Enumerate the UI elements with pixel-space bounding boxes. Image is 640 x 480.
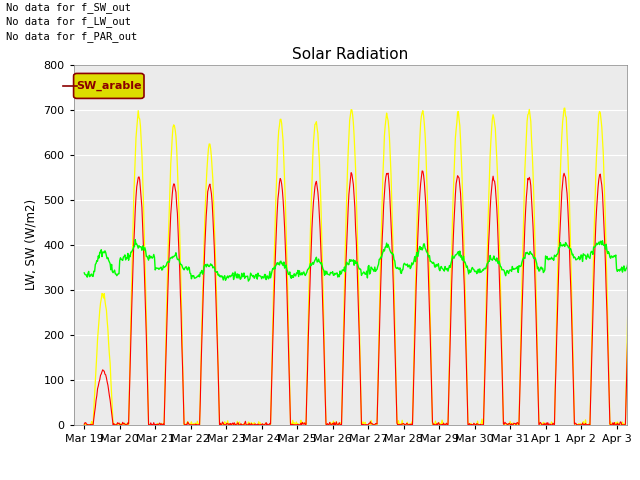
Y-axis label: LW, SW (W/m2): LW, SW (W/m2) bbox=[25, 199, 38, 290]
Legend: SW_in, LW_in, PAR_in: SW_in, LW_in, PAR_in bbox=[195, 478, 506, 480]
Title: Solar Radiation: Solar Radiation bbox=[292, 47, 408, 62]
Text: No data for f_SW_out
No data for f_LW_out
No data for f_PAR_out: No data for f_SW_out No data for f_LW_ou… bbox=[6, 2, 138, 41]
Text: SW_arable: SW_arable bbox=[76, 81, 141, 91]
